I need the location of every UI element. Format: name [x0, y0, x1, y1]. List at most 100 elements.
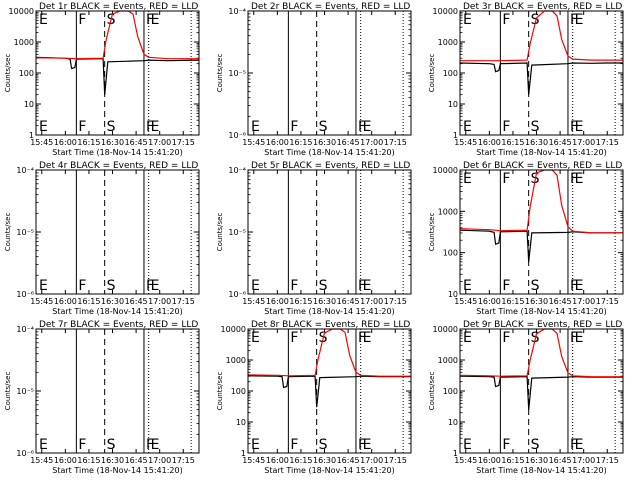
x-tick-label: 17:00	[360, 297, 383, 306]
x-tick-label: 16:30	[313, 138, 336, 147]
x-tick-label: 16:00	[266, 456, 289, 465]
x-tick-label: 16:30	[525, 138, 548, 147]
x-axis-label: Start Time (18-Nov-14 15:41:20)	[476, 466, 606, 475]
marker-label: E	[575, 278, 584, 294]
y-tick-label: 10000	[221, 325, 246, 334]
y-tick-label: 1	[453, 131, 458, 140]
x-tick-label: 17:00	[572, 456, 595, 465]
x-tick-label: 16:45	[549, 456, 572, 465]
plot-title: Det 3r BLACK = Events, RED = LLD	[463, 2, 622, 12]
marker-label: F	[290, 278, 298, 294]
x-tick-label: 16:45	[549, 297, 572, 306]
y-axis-label: Counts/sec	[4, 372, 12, 411]
y-tick-label: 10⁻⁴	[228, 166, 246, 175]
plot-panel-6: Det 6r BLACK = Events, RED = LLD Counts/s…	[428, 161, 624, 316]
marker-label: S	[531, 278, 540, 294]
marker-label: S	[107, 437, 116, 453]
marker-label: F	[78, 278, 86, 294]
marker-label: F	[570, 330, 578, 346]
plot-panel-5: Det 5r BLACK = Events, RED = LLD Counts/s…	[216, 161, 412, 316]
marker-label: S	[319, 119, 328, 135]
marker-label: E	[363, 437, 372, 453]
plot-title: Det 6r BLACK = Events, RED = LLD	[463, 161, 622, 171]
y-tick-label: 1	[29, 131, 34, 140]
marker-label: F	[146, 12, 154, 28]
y-axis-label: Counts/sec	[4, 213, 12, 252]
x-tick-label: 16:30	[101, 138, 124, 147]
y-tick-label: 100	[19, 69, 34, 78]
x-tick-label: 16:00	[54, 456, 77, 465]
marker-label: S	[531, 12, 540, 28]
y-tick-label: 10000	[433, 325, 458, 334]
x-tick-label: 15:45	[454, 456, 477, 465]
series-line-lld	[247, 328, 411, 377]
plot-title: Det 9r BLACK = Events, RED = LLD	[463, 320, 622, 330]
y-tick-label: 10	[448, 290, 458, 299]
y-tick-label: 1	[241, 449, 246, 458]
marker-label: F	[358, 119, 366, 135]
x-tick-label: 17:15	[172, 456, 195, 465]
x-tick-label: 15:45	[30, 297, 53, 306]
y-tick-label: 10⁻⁶	[228, 290, 246, 299]
x-tick-label: 16:30	[313, 297, 336, 306]
marker-label: F	[146, 437, 154, 453]
y-axis-label: Counts/sec	[216, 213, 224, 252]
x-tick-label: 17:00	[148, 138, 171, 147]
plot-title: Det 8r BLACK = Events, RED = LLD	[251, 320, 410, 330]
plot-frame	[35, 169, 200, 295]
x-tick-label: 16:30	[525, 297, 548, 306]
marker-label: S	[107, 278, 116, 294]
x-tick-label: 16:00	[54, 138, 77, 147]
plot-frame	[459, 10, 624, 136]
x-tick-label: 17:15	[596, 138, 619, 147]
x-tick-label: 17:15	[172, 138, 195, 147]
marker-label: E	[575, 119, 584, 135]
x-tick-label: 16:00	[478, 297, 501, 306]
plot-title: Det 2r BLACK = Events, RED = LLD	[251, 2, 410, 12]
series-line-events	[459, 229, 623, 262]
x-tick-label: 16:15	[77, 138, 100, 147]
marker-label: F	[570, 171, 578, 187]
plot-panel-2: Det 2r BLACK = Events, RED = LLD Counts/s…	[216, 2, 412, 157]
series-line-lld	[460, 10, 623, 62]
x-axis-label: Start Time (18-Nov-14 15:41:20)	[52, 466, 182, 475]
y-tick-label: 10⁻⁶	[16, 290, 34, 299]
y-tick-label: 1000	[438, 38, 458, 47]
x-tick-label: 16:45	[337, 138, 360, 147]
x-tick-label: 17:00	[360, 138, 383, 147]
marker-label: F	[502, 437, 510, 453]
marker-label: E	[39, 12, 48, 28]
marker-label: E	[363, 119, 372, 135]
x-tick-label: 17:00	[148, 456, 171, 465]
y-axis-label: Counts/sec	[216, 54, 224, 93]
marker-label: S	[531, 437, 540, 453]
x-tick-label: 17:15	[384, 456, 407, 465]
series-line-lld	[459, 328, 623, 378]
marker-label: F	[502, 119, 510, 135]
x-tick-label: 16:45	[549, 138, 572, 147]
series-line-events	[459, 62, 623, 95]
plot-panel-1: Det 1r BLACK = Events, RED = LLD Counts/s…	[4, 2, 200, 157]
x-axis-label: Start Time (18-Nov-14 15:41:20)	[476, 307, 606, 316]
series-line-events	[247, 375, 411, 408]
y-tick-label: 10	[448, 418, 458, 427]
y-tick-label: 10	[24, 100, 34, 109]
y-tick-label: 10⁻⁶	[228, 131, 246, 140]
marker-label: E	[463, 437, 472, 453]
x-tick-label: 16:30	[313, 456, 336, 465]
y-tick-label: 100	[443, 249, 458, 258]
x-tick-label: 16:45	[337, 456, 360, 465]
y-axis-label: Counts/sec	[428, 54, 436, 93]
marker-label: F	[570, 119, 578, 135]
plot-frame	[459, 169, 624, 295]
marker-label: F	[78, 437, 86, 453]
x-tick-label: 16:30	[525, 456, 548, 465]
x-tick-label: 16:15	[289, 138, 312, 147]
y-tick-label: 10000	[433, 7, 458, 16]
x-tick-label: 16:15	[77, 456, 100, 465]
y-tick-label: 10⁻⁴	[228, 7, 246, 16]
x-tick-label: 16:00	[54, 297, 77, 306]
y-axis-label: Counts/sec	[216, 372, 224, 411]
x-tick-label: 17:00	[360, 456, 383, 465]
